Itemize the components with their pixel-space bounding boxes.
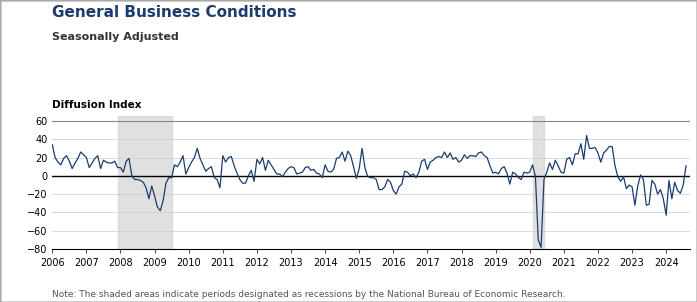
Bar [118, 116, 171, 249]
Text: Note: The shaded areas indicate periods designated as recessions by the National: Note: The shaded areas indicate periods … [52, 290, 566, 299]
Text: General Business Conditions: General Business Conditions [52, 5, 297, 20]
Bar [533, 116, 544, 249]
Text: Diffusion Index: Diffusion Index [52, 100, 141, 110]
Text: Seasonally Adjusted: Seasonally Adjusted [52, 32, 179, 42]
